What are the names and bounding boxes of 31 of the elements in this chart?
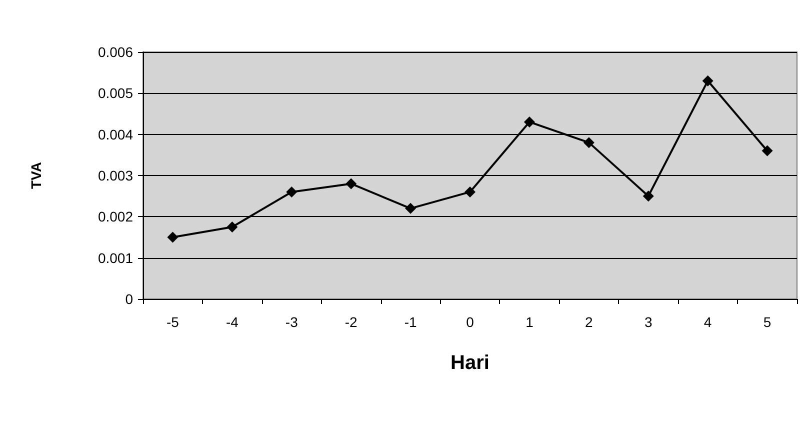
point bbox=[642, 190, 654, 202]
point bbox=[167, 232, 178, 243]
y-tick-label: 0.004 bbox=[98, 126, 134, 142]
x-tick-label: -5 bbox=[166, 314, 180, 330]
point bbox=[583, 137, 594, 148]
x-tick-label: 5 bbox=[763, 314, 772, 330]
y-tick-label: 0.005 bbox=[98, 85, 134, 102]
y-tick-label: 0.003 bbox=[98, 168, 134, 184]
y-tick-label: 0.001 bbox=[98, 250, 134, 266]
point bbox=[762, 145, 773, 156]
point bbox=[286, 186, 298, 198]
point bbox=[524, 116, 535, 128]
x-tick-label: 1 bbox=[526, 314, 534, 330]
y-tick-label: 0.002 bbox=[98, 208, 134, 225]
y-tick-label: 0 bbox=[125, 291, 134, 307]
point bbox=[346, 178, 357, 190]
point bbox=[226, 221, 238, 232]
y-tick-label: 0.006 bbox=[98, 44, 134, 60]
x-tick-label: 4 bbox=[704, 314, 712, 330]
point bbox=[464, 186, 476, 198]
x-tick-label: 0 bbox=[466, 314, 474, 330]
x-axis-title: Hari bbox=[450, 352, 490, 374]
x-tick-label: 3 bbox=[644, 314, 652, 330]
x-tick-label: -1 bbox=[404, 314, 417, 330]
x-tick-label: 2 bbox=[585, 314, 594, 330]
point bbox=[405, 202, 416, 214]
point bbox=[702, 75, 714, 86]
x-tick-label: -3 bbox=[285, 314, 298, 330]
x-tick-label: -2 bbox=[344, 314, 358, 330]
x-tick-label: -4 bbox=[226, 314, 239, 330]
y-axis-title: TVA bbox=[28, 162, 44, 189]
